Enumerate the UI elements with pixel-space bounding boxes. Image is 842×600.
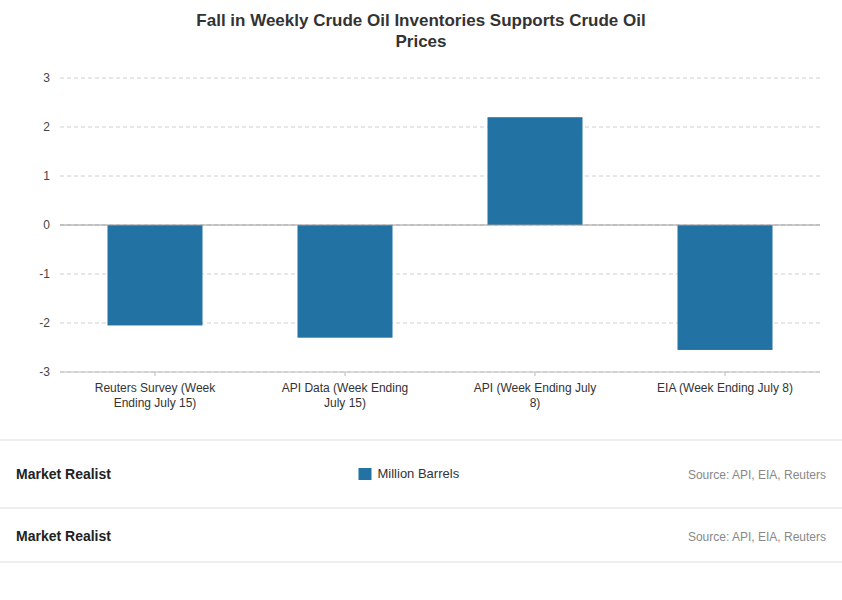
- x-axis: Reuters Survey (WeekEnding July 15) API D…: [95, 372, 793, 410]
- grid-line: [60, 127, 820, 128]
- bar: [298, 225, 393, 338]
- grid-line: [60, 176, 820, 177]
- brand-text: Market Realist: [16, 528, 111, 544]
- separator: [0, 562, 842, 563]
- bar: [678, 225, 773, 350]
- grid: [60, 78, 820, 372]
- x-axis-line: [60, 372, 820, 373]
- x-tick: [535, 372, 536, 376]
- chart-svg: Fall in Weekly Crude Oil Inventories Sup…: [0, 0, 842, 600]
- grid-line: [60, 78, 820, 79]
- separator: [0, 508, 842, 509]
- legend-swatch: [359, 468, 372, 480]
- legend: Million Barrels: [359, 466, 460, 481]
- y-axis: -3 -2 -1 0 1 2 3: [39, 71, 50, 379]
- zero-line: [60, 225, 820, 226]
- x-tick-label: EIA (Week Ending July 8): [657, 381, 793, 395]
- background: [0, 0, 842, 600]
- source-text: Source: API, EIA, Reuters: [688, 530, 826, 544]
- x-tick: [725, 372, 726, 376]
- y-tick-label: -3: [39, 365, 50, 379]
- x-tick-label: Reuters Survey (WeekEnding July 15): [95, 381, 216, 410]
- y-tick-label: -1: [39, 267, 50, 281]
- y-tick-label: -2: [39, 316, 50, 330]
- y-tick-label: 3: [43, 71, 50, 85]
- source-text: Source: API, EIA, Reuters: [688, 468, 826, 482]
- x-tick-label: API Data (Week EndingJuly 15): [282, 381, 409, 410]
- y-tick-label: 1: [43, 169, 50, 183]
- grid-line: [60, 372, 820, 373]
- separator: [0, 440, 842, 441]
- chart-container: Fall in Weekly Crude Oil Inventories Sup…: [0, 0, 842, 600]
- chart-title: Fall in Weekly Crude Oil Inventories Sup…: [196, 11, 645, 51]
- x-tick: [345, 372, 346, 376]
- x-tick-label: API (Week Ending July8): [474, 381, 597, 410]
- brand-text: Market Realist: [16, 466, 111, 482]
- bar: [488, 117, 583, 225]
- bar: [108, 225, 203, 325]
- grid-line: [60, 225, 820, 226]
- x-tick: [155, 372, 156, 376]
- y-tick-label: 0: [43, 218, 50, 232]
- y-tick-label: 2: [43, 120, 50, 134]
- bars: [108, 117, 773, 350]
- legend-label: Million Barrels: [378, 466, 460, 481]
